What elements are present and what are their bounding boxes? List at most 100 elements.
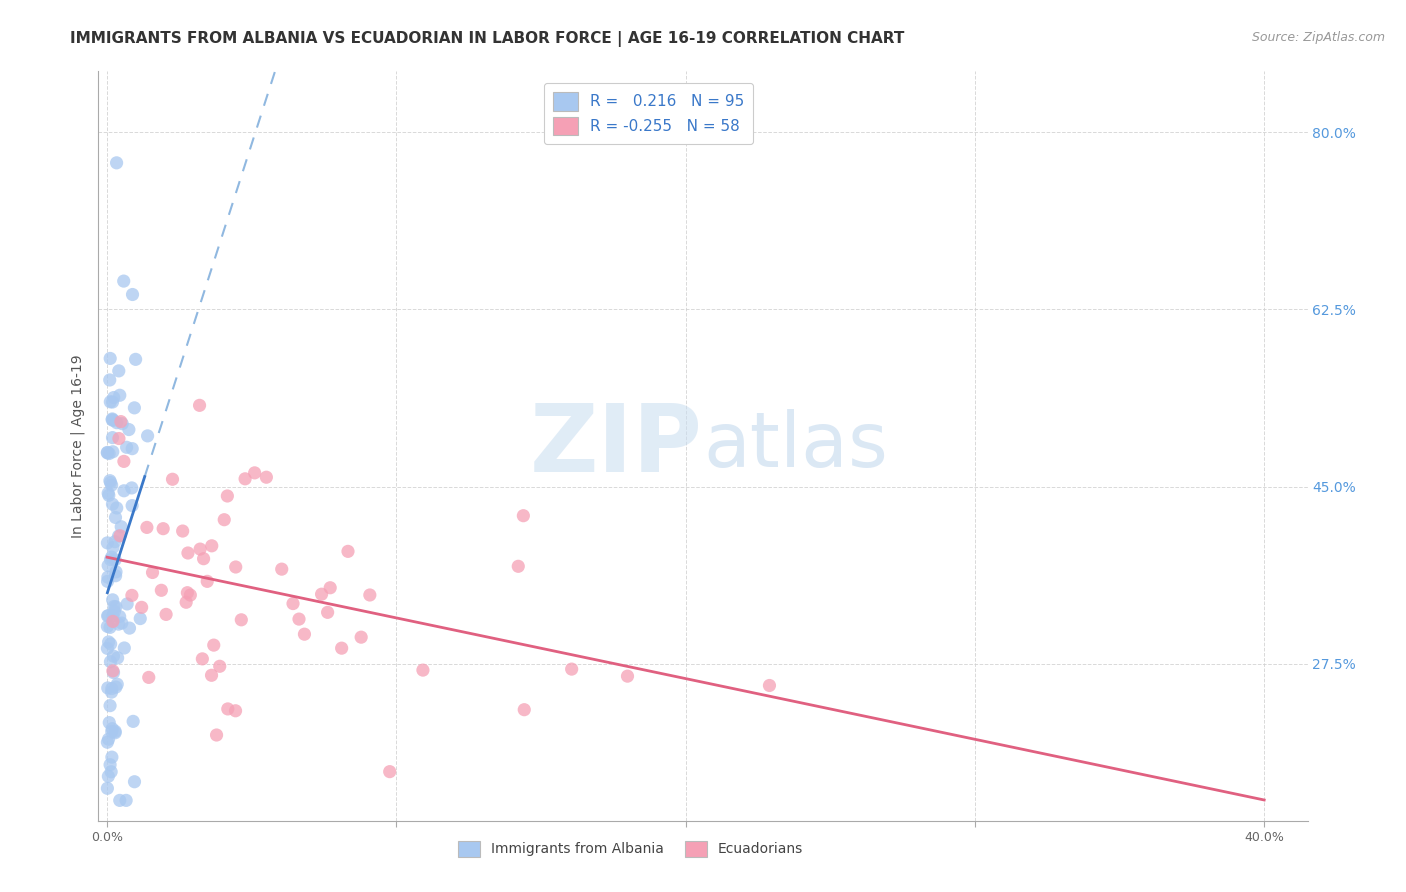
Point (217, 702, 239, 716)
Point (105, 677, 128, 691)
Point (188, 398, 211, 412)
Point (254, 470, 277, 484)
Point (101, 592, 124, 607)
Point (270, 562, 292, 576)
Point (100, 475, 122, 490)
Point (193, 551, 215, 566)
Point (101, 412, 124, 426)
Point (121, 442, 143, 456)
Point (201, 539, 224, 553)
Point (179, 588, 201, 602)
Point (101, 431, 124, 445)
Text: atlas: atlas (703, 409, 887, 483)
Point (105, 565, 128, 579)
Point (108, 432, 131, 446)
Point (111, 616, 134, 631)
Point (200, 668, 222, 682)
Point (101, 608, 124, 623)
Point (124, 352, 146, 367)
Point (97, 486, 120, 500)
Point (513, 703, 536, 717)
Point (174, 595, 197, 609)
Point (212, 513, 235, 527)
Point (176, 585, 198, 599)
Point (96, 641, 118, 656)
Point (316, 605, 339, 619)
Point (96, 445, 118, 459)
Point (100, 724, 122, 739)
Point (103, 604, 125, 618)
Point (103, 649, 125, 664)
Point (124, 401, 146, 415)
Point (101, 750, 124, 764)
Point (105, 416, 128, 430)
Point (98, 715, 121, 730)
Point (115, 597, 138, 611)
Point (96, 574, 118, 589)
Point (319, 581, 342, 595)
Point (100, 655, 122, 669)
Point (225, 704, 247, 718)
Point (337, 544, 360, 558)
Point (118, 423, 141, 437)
Point (107, 529, 129, 543)
Point (100, 552, 122, 566)
Point (107, 651, 129, 665)
Point (96, 781, 118, 796)
Point (98, 757, 121, 772)
Point (104, 724, 127, 739)
Text: Source: ZipAtlas.com: Source: ZipAtlas.com (1251, 31, 1385, 45)
Point (101, 444, 124, 458)
Point (177, 546, 200, 560)
Point (115, 793, 138, 807)
Point (162, 472, 184, 486)
Point (111, 417, 134, 431)
Point (104, 510, 127, 524)
Point (561, 662, 583, 676)
Point (98, 351, 121, 366)
Point (103, 665, 125, 680)
Point (101, 395, 124, 409)
Point (359, 588, 381, 602)
Point (202, 638, 225, 652)
Point (97, 609, 120, 624)
Point (188, 542, 211, 557)
Point (378, 764, 401, 779)
Point (101, 541, 124, 555)
Point (121, 287, 143, 301)
Point (131, 600, 153, 615)
Point (103, 413, 125, 427)
Text: IMMIGRANTS FROM ALBANIA VS ECUADORIAN IN LABOR FORCE | AGE 16-19 CORRELATION CHA: IMMIGRANTS FROM ALBANIA VS ECUADORIAN IN… (70, 31, 904, 47)
Point (135, 520, 157, 534)
Point (104, 599, 127, 614)
Point (97, 635, 120, 649)
Point (105, 500, 128, 515)
Point (96, 619, 118, 633)
Point (100, 478, 122, 492)
Point (100, 637, 122, 651)
Point (108, 388, 131, 402)
Point (205, 728, 228, 742)
Point (208, 659, 231, 673)
Point (155, 607, 177, 622)
Point (104, 568, 127, 582)
Point (138, 670, 160, 684)
Point (101, 681, 124, 696)
Point (100, 764, 122, 779)
Point (124, 774, 146, 789)
Point (100, 550, 122, 565)
Point (112, 274, 135, 288)
Point (107, 617, 129, 632)
Point (225, 560, 247, 574)
Point (121, 481, 143, 495)
Point (294, 627, 316, 641)
Point (101, 664, 124, 678)
Point (101, 497, 124, 511)
Point (98, 474, 121, 488)
Point (97, 681, 120, 695)
Point (97, 558, 120, 573)
Point (97, 570, 120, 584)
Point (150, 583, 173, 598)
Point (104, 680, 127, 694)
Point (112, 454, 135, 468)
